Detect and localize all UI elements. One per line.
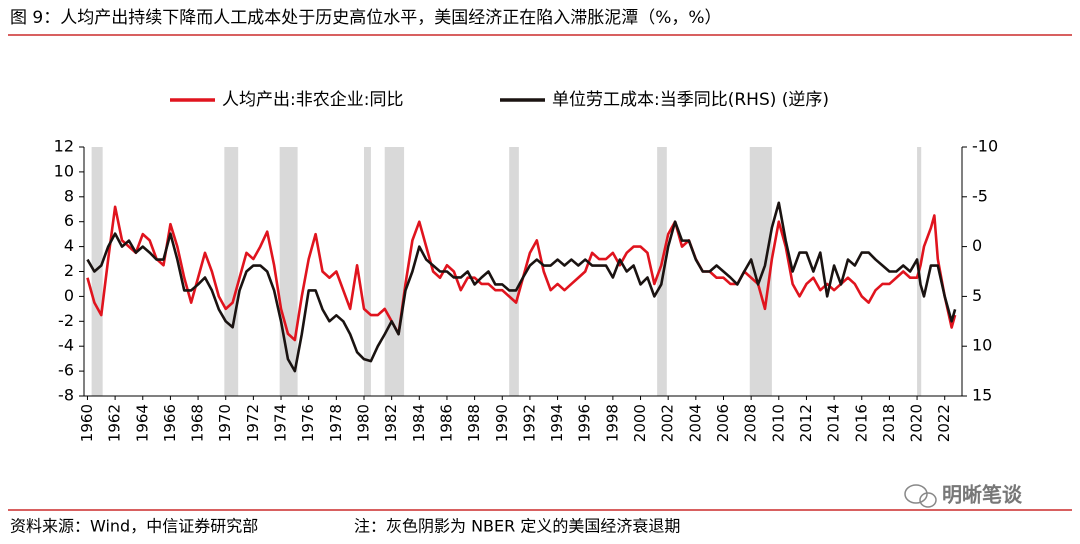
x-tick-label: 2002 bbox=[659, 404, 677, 442]
x-tick-label: 1968 bbox=[189, 404, 207, 442]
x-tick-label: 1964 bbox=[133, 404, 151, 442]
x-tick-label: 1986 bbox=[437, 404, 455, 442]
recession-band bbox=[749, 147, 772, 396]
x-tick-label: 2000 bbox=[631, 404, 649, 442]
x-tick-label: 2012 bbox=[797, 404, 815, 442]
y-tick-label: 6 bbox=[64, 211, 74, 230]
x-tick-label: 2004 bbox=[686, 404, 704, 442]
x-tick-label: 1994 bbox=[548, 404, 566, 442]
y-tick-label: 12 bbox=[54, 137, 74, 156]
x-tick-label: 1990 bbox=[493, 404, 511, 442]
x-tick-label: 1984 bbox=[410, 404, 428, 442]
y2-tick-label: -5 bbox=[972, 186, 988, 205]
x-tick-label: 1970 bbox=[216, 404, 234, 442]
x-tick-label: 2014 bbox=[825, 404, 843, 442]
x-tick-label: 2008 bbox=[742, 404, 760, 442]
x-tick-label: 2016 bbox=[852, 404, 870, 442]
y-tick-label: 8 bbox=[64, 186, 74, 205]
y-tick-label: -4 bbox=[58, 336, 74, 355]
recession-band bbox=[91, 147, 103, 396]
x-tick-label: 1978 bbox=[327, 404, 345, 442]
y2-tick-label: -10 bbox=[972, 137, 998, 156]
x-tick-label: 1988 bbox=[465, 404, 483, 442]
y2-tick-label: 0 bbox=[972, 236, 982, 255]
recession-band bbox=[509, 147, 519, 396]
y-tick-label: 4 bbox=[64, 236, 74, 255]
x-tick-label: 1998 bbox=[603, 404, 621, 442]
recession-band bbox=[363, 147, 371, 396]
y2-tick-label: 10 bbox=[972, 336, 992, 355]
y-tick-label: 10 bbox=[54, 161, 74, 180]
x-tick-label: 1980 bbox=[354, 404, 372, 442]
legend-label: 人均产出:非农企业:同比 bbox=[222, 90, 403, 110]
x-tick-label: 1982 bbox=[382, 404, 400, 442]
y2-tick-label: 15 bbox=[972, 386, 992, 405]
chart-title: 图 9：人均产出持续下降而人工成本处于历史高位水平，美国经济正在陷入滞胀泥潭（%… bbox=[10, 8, 722, 28]
series-line bbox=[86, 201, 957, 373]
x-tick-label: 1972 bbox=[244, 404, 262, 442]
x-tick-label: 2018 bbox=[880, 404, 898, 442]
x-tick-label: 1960 bbox=[78, 404, 96, 442]
recession-band bbox=[384, 147, 405, 396]
series-line bbox=[86, 205, 957, 342]
y-tick-label: 2 bbox=[64, 261, 74, 280]
x-tick-label: 2010 bbox=[769, 404, 787, 442]
recession-band bbox=[657, 147, 667, 396]
x-tick-label: 2022 bbox=[935, 404, 953, 442]
x-tick-label: 1976 bbox=[299, 404, 317, 442]
x-tick-label: 1974 bbox=[272, 404, 290, 442]
y-tick-label: -6 bbox=[58, 361, 74, 380]
y2-tick-label: 5 bbox=[972, 286, 982, 305]
x-tick-label: 2020 bbox=[908, 404, 926, 442]
note: 注：灰色阴影为 NBER 定义的美国经济衰退期 bbox=[354, 517, 680, 536]
y-tick-label: 0 bbox=[64, 286, 74, 305]
x-tick-label: 1992 bbox=[520, 404, 538, 442]
watermark: 明晰笔谈 bbox=[942, 483, 1023, 507]
source: 资料来源：Wind，中信证券研究部 bbox=[10, 517, 258, 536]
legend-label: 单位劳工成本:当季同比(RHS) (逆序) bbox=[552, 90, 829, 110]
x-tick-label: 1966 bbox=[161, 404, 179, 442]
y-tick-label: -2 bbox=[58, 311, 74, 330]
watermark-icon bbox=[904, 484, 937, 508]
x-tick-label: 1962 bbox=[106, 404, 124, 442]
x-tick-label: 2006 bbox=[714, 404, 732, 442]
y-tick-label: -8 bbox=[58, 386, 74, 405]
x-tick-label: 1996 bbox=[576, 404, 594, 442]
recession-band bbox=[224, 147, 239, 396]
